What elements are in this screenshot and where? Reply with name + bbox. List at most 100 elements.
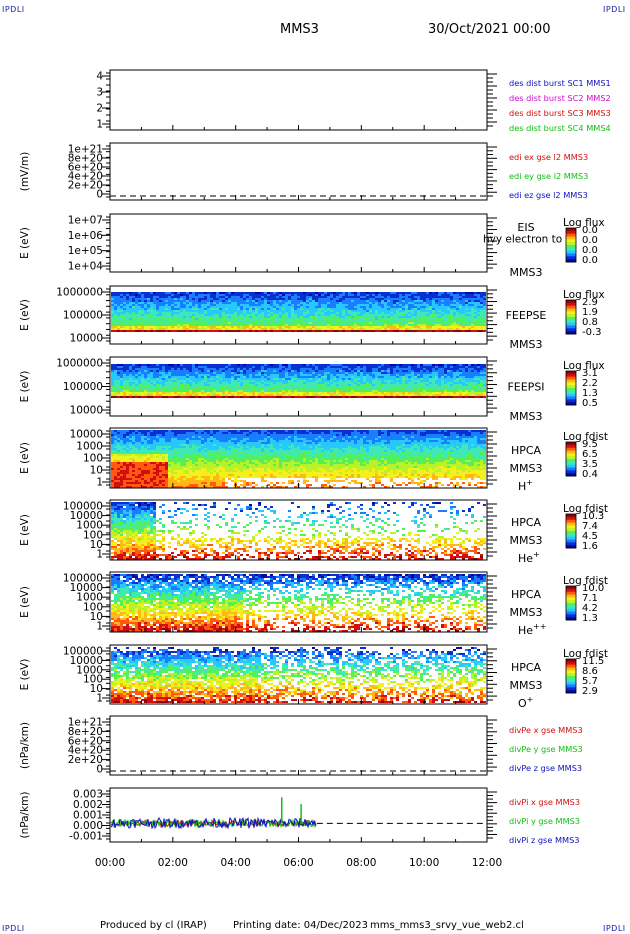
spectrogram-cell — [405, 328, 408, 330]
spectrogram-cell — [387, 378, 390, 380]
spectrogram-cell — [471, 388, 474, 390]
spectrogram-cell — [381, 368, 384, 370]
spectrogram-cell — [165, 386, 168, 388]
spectrogram-cell — [186, 372, 189, 374]
spectrogram-cell — [384, 330, 387, 332]
spectrogram-cell — [396, 366, 399, 368]
spectrogram-cell — [126, 384, 129, 386]
spectrogram-cell — [306, 322, 309, 324]
spectrogram-cell — [450, 366, 453, 368]
spectrogram-cell — [279, 364, 282, 366]
spectrogram-cell — [459, 318, 462, 320]
spectrogram-cell — [354, 320, 357, 322]
spectrogram-cell — [420, 306, 423, 308]
spectrogram-cell — [240, 328, 243, 330]
spectrogram-cell — [120, 312, 123, 314]
spectrogram-cell — [126, 310, 129, 312]
spectrogram-cell — [114, 384, 117, 386]
spectrogram-cell — [375, 376, 378, 378]
spectrogram-cell — [141, 300, 144, 302]
spectrogram-cell — [426, 314, 429, 316]
spectrogram-cell — [252, 308, 255, 310]
spectrogram-cell — [363, 374, 366, 376]
spectrogram-cell — [267, 306, 270, 308]
spectrogram-cell — [426, 316, 429, 318]
spectrogram-cell — [228, 312, 231, 314]
spectrogram-cell — [210, 374, 213, 376]
spectrogram-cell — [297, 390, 300, 392]
spectrogram-cell — [432, 394, 435, 396]
spectrogram-cell — [246, 302, 249, 304]
spectrogram-cell — [138, 292, 141, 294]
spectrogram-cell — [402, 320, 405, 322]
spectrogram-cell — [483, 300, 486, 302]
spectrogram-cell — [144, 322, 147, 324]
instrument-label: FEEPSI — [507, 381, 544, 394]
spectrogram-cell — [465, 326, 468, 328]
spectrogram-cell — [339, 316, 342, 318]
spectrogram-cell — [225, 384, 228, 386]
spectrogram-cell — [477, 394, 480, 396]
spectrogram-cell — [210, 302, 213, 304]
spectrogram-cell — [111, 386, 114, 388]
spectrogram-cell — [456, 396, 459, 398]
spectrogram-cell — [450, 296, 453, 298]
spectrogram-cell — [411, 376, 414, 378]
spectrogram-cell — [126, 370, 129, 372]
spectrogram-cell — [417, 322, 420, 324]
spectrogram-cell — [414, 384, 417, 386]
spectrogram-cell — [384, 372, 387, 374]
spectrogram-cell — [321, 366, 324, 368]
spectrogram-cell — [267, 324, 270, 326]
spectrogram-cell — [318, 292, 321, 294]
spectrogram-cell — [156, 376, 159, 378]
spectrogram-cell — [456, 380, 459, 382]
spectrogram-cell — [219, 366, 222, 368]
spectrogram-cell — [180, 318, 183, 320]
spectrogram-cell — [225, 328, 228, 330]
spectrogram-cell — [135, 380, 138, 382]
spectrogram-cell — [219, 310, 222, 312]
spectrogram-cell — [453, 392, 456, 394]
spectrogram-cell — [117, 312, 120, 314]
spectrogram-cell — [111, 306, 114, 308]
spectrogram-cell — [426, 322, 429, 324]
spectrogram-cell — [135, 318, 138, 320]
spectrogram-cell — [132, 298, 135, 300]
spectrogram-cell — [414, 386, 417, 388]
spectrogram-cell — [195, 372, 198, 374]
spectrogram-cell — [126, 392, 129, 394]
spectrogram-cell — [384, 314, 387, 316]
spectrogram-cell — [429, 324, 432, 326]
spectrogram-cell — [237, 380, 240, 382]
spectrogram-cell — [129, 364, 132, 366]
spectrogram-cell — [228, 396, 231, 398]
spectrogram-cell — [180, 376, 183, 378]
spectrogram-cell — [246, 296, 249, 298]
spectrogram-cell — [132, 300, 135, 302]
spectrogram-cell — [435, 382, 438, 384]
spectrogram-cell — [456, 390, 459, 392]
spectrogram-cell — [153, 384, 156, 386]
spectrogram-cell — [444, 396, 447, 398]
spectrogram-cell — [366, 378, 369, 380]
spectrogram-cell — [210, 292, 213, 294]
spectrogram-cell — [195, 312, 198, 314]
spectrogram-cell — [345, 378, 348, 380]
spectrogram-cell — [303, 322, 306, 324]
spectrogram-cell — [447, 292, 450, 294]
spectrogram-cell — [384, 322, 387, 324]
spectrogram-cell — [255, 382, 258, 384]
spectrogram-cell — [411, 304, 414, 306]
spectrogram-cell — [477, 374, 480, 376]
spectrogram-cell — [408, 396, 411, 398]
spectrogram-cell — [237, 394, 240, 396]
spectrogram-cell — [387, 302, 390, 304]
spectrogram-cell — [324, 394, 327, 396]
spectrogram-cell — [321, 382, 324, 384]
spectrogram-cell — [204, 396, 207, 398]
spectrogram-cell — [198, 322, 201, 324]
spectrogram-cell — [387, 312, 390, 314]
spectrogram-cell — [444, 374, 447, 376]
spectrogram-cell — [111, 472, 114, 474]
